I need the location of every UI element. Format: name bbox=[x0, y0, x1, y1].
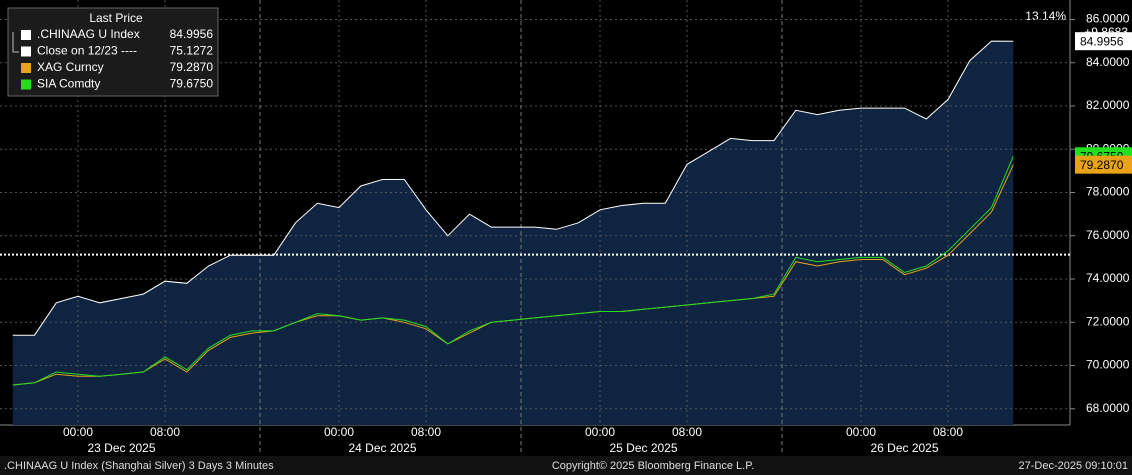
footer-right: 27-Dec-2025 09:10:01 bbox=[1019, 460, 1128, 472]
legend-title: Last Price bbox=[89, 11, 143, 25]
legend-box bbox=[7, 7, 219, 97]
x-tick-label: 08:00 bbox=[411, 425, 441, 439]
footer-center: Copyright© 2025 Bloomberg Finance L.P. bbox=[552, 460, 754, 472]
y-tick-label: 84.0000 bbox=[1086, 55, 1130, 69]
footer-left: .CHINAAG U Index (Shanghai Silver) 3 Day… bbox=[4, 460, 274, 472]
legend-value: 79.6750 bbox=[170, 77, 214, 91]
legend: Last Price .CHINAAG U Index 84.9956 Close o… bbox=[7, 7, 219, 97]
x-tick-label: 08:00 bbox=[150, 425, 180, 439]
y-tick-label: 82.0000 bbox=[1086, 98, 1130, 112]
x-tick-label: 00:00 bbox=[846, 425, 876, 439]
date-label: 26 Dec 2025 bbox=[870, 441, 938, 455]
legend-name: SIA Comdty bbox=[37, 77, 100, 91]
change-percent: 13.14% bbox=[1025, 9, 1066, 23]
date-label: 23 Dec 2025 bbox=[87, 441, 155, 455]
last-value-label: 79.2870 bbox=[1080, 158, 1124, 172]
y-tick-label: 78.0000 bbox=[1086, 185, 1130, 199]
legend-swatch bbox=[21, 30, 31, 40]
y-tick-label: 72.0000 bbox=[1086, 314, 1130, 328]
x-tick-label: 00:00 bbox=[63, 425, 93, 439]
date-label: 24 Dec 2025 bbox=[348, 441, 416, 455]
legend-name: .CHINAAG U Index bbox=[37, 27, 140, 41]
x-tick-label: 08:00 bbox=[672, 425, 702, 439]
last-value-box bbox=[1075, 155, 1132, 174]
series-line bbox=[12, 156, 1014, 386]
x-tick-label: 00:00 bbox=[585, 425, 615, 439]
y-tick-label: 76.0000 bbox=[1086, 228, 1130, 242]
y-tick-label: 68.0000 bbox=[1086, 401, 1130, 415]
area bbox=[12, 41, 1014, 425]
legend-swatch bbox=[21, 79, 31, 90]
footer-bar bbox=[0, 456, 1132, 475]
series-line bbox=[12, 40, 1014, 336]
x-tick-label: 08:00 bbox=[933, 425, 963, 439]
last-value-box bbox=[1075, 32, 1132, 51]
date-label: 25 Dec 2025 bbox=[609, 441, 677, 455]
legend-value: 84.9956 bbox=[170, 27, 214, 41]
legend-swatch bbox=[21, 46, 31, 57]
y-tick-label: 70.0000 bbox=[1086, 358, 1130, 372]
legend-swatch bbox=[21, 63, 31, 73]
legend-name: Close on 12/23 ---- bbox=[37, 44, 137, 58]
y-tick-label: 74.0000 bbox=[1086, 271, 1130, 285]
legend-bracket bbox=[12, 32, 19, 53]
legend-value: 79.2870 bbox=[170, 60, 214, 74]
legend-value: 75.1272 bbox=[170, 44, 214, 58]
last-value-label: 84.9956 bbox=[1080, 34, 1124, 48]
y-tick-label: 86.0000 bbox=[1086, 12, 1130, 26]
x-tick-label: 00:00 bbox=[324, 425, 354, 439]
legend-name: XAG Curncy bbox=[37, 60, 104, 74]
